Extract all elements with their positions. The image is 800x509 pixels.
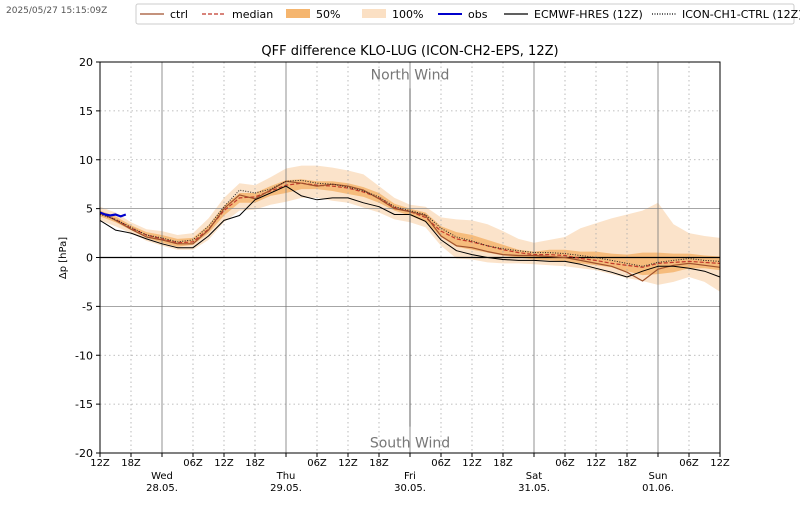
legend-item-50[interactable]: 50% (286, 8, 340, 21)
legend-item-ctrl[interactable]: ctrl (140, 8, 188, 21)
x-tick-label: 06Z (555, 458, 575, 469)
x-tick-label: Thu 29.05. (270, 471, 302, 494)
x-tick-label: 18Z (121, 458, 141, 469)
annotation-south-wind: South Wind (370, 435, 450, 451)
x-tick-label: Sun 01.06. (642, 471, 674, 494)
y-tick-label: -15 (75, 398, 93, 411)
x-tick-label: 12Z (338, 458, 358, 469)
x-tick-label: Fri 30.05. (394, 471, 426, 494)
series-line-median (99, 182, 721, 268)
legend-label: 100% (392, 8, 423, 21)
legend-item-icon-ch1-ctrl-12z[interactable]: ICON-CH1-CTRL (12Z) (652, 8, 800, 21)
timestamp: 2025/05/27 15:15:09Z (6, 6, 108, 16)
y-tick-label: 0 (86, 252, 93, 265)
y-tick-label: 5 (86, 203, 93, 216)
series-line-obs (99, 211, 127, 218)
y-axis-label: Δp [hPa] (58, 237, 69, 279)
legend[interactable]: ctrl median 50% 100% obs ECMWF-HRES (12Z) ICON… (135, 3, 800, 25)
y-tick-label: 10 (79, 154, 93, 167)
legend-item-100[interactable]: 100% (362, 8, 423, 21)
legend-label: 50% (316, 8, 340, 21)
axes-layer: -20 -15 -10 -5 0 5 10 15 20 12Z 18Z Wed 28.05. 06Z 12Z… (75, 56, 730, 494)
legend-label: obs (468, 8, 488, 21)
annotation-north-wind: North Wind (371, 68, 450, 84)
x-tick-label: 18Z (369, 458, 389, 469)
x-tick-label: 12Z (462, 458, 482, 469)
annotations-layer: North Wind South Wind (370, 68, 450, 452)
legend-item-median[interactable]: median (202, 8, 273, 21)
y-tick-label: -5 (82, 300, 93, 313)
x-tick-label: 06Z (183, 458, 203, 469)
x-tick-label: 18Z (493, 458, 513, 469)
legend-label: median (232, 8, 273, 21)
x-tick-label: 12Z (710, 458, 730, 469)
x-tick-label: 06Z (679, 458, 699, 469)
y-tick-label: -20 (75, 447, 93, 460)
x-tick-label: 06Z (307, 458, 327, 469)
legend-label: ctrl (170, 8, 188, 21)
legend-label: ICON-CH1-CTRL (12Z) (682, 8, 800, 21)
y-tick-label: 15 (79, 105, 93, 118)
legend-item-ecmwf-hres-12z[interactable]: ECMWF-HRES (12Z) (504, 8, 643, 21)
legend-swatch (362, 9, 386, 18)
x-tick-label: 12Z (586, 458, 606, 469)
x-tick-label: Sat 31.05. (518, 471, 550, 494)
legend-swatch (286, 9, 310, 18)
y-tick-label: 20 (79, 56, 93, 69)
x-tick-label: 18Z (245, 458, 265, 469)
legend-label: ECMWF-HRES (12Z) (534, 8, 643, 21)
y-tick-label: -10 (75, 349, 93, 362)
x-tick-label: 12Z (214, 458, 234, 469)
x-tick-label: 18Z (617, 458, 637, 469)
chart-title: QFF difference KLO-LUG (ICON-CH2-EPS, 12… (261, 44, 558, 59)
x-tick-label: 06Z (431, 458, 451, 469)
x-tick-label: Wed 28.05. (146, 471, 178, 494)
x-tick-label: 12Z (90, 458, 110, 469)
legend-item-obs[interactable]: obs (438, 8, 488, 21)
